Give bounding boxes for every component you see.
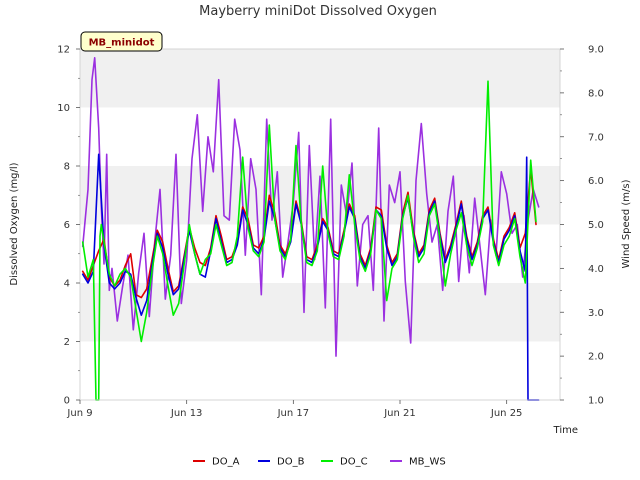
y-axis-left: 0 2 4 6 8 10 12 <box>57 45 80 407</box>
y-axis-right: 1.0 2.0 3.0 4.0 5.0 6.0 7.0 8.0 9.0 <box>560 45 604 407</box>
chart-title: Mayberry miniDot Dissolved Oxygen <box>199 4 437 19</box>
x-axis: Jun 9 Jun 13 Jun 17 Jun 21 Jun 25 <box>66 400 522 419</box>
background-band-0 <box>80 283 560 342</box>
legend-label: DO_C <box>340 457 368 468</box>
series-line-do-c <box>81 80 537 401</box>
x-tick-label: Jun 9 <box>66 408 92 419</box>
legend-label: DO_A <box>212 457 240 468</box>
x-tick-label: Jun 13 <box>170 408 203 419</box>
y-tick-label-left: 12 <box>57 45 70 56</box>
x-tick-label: Jun 21 <box>383 408 416 419</box>
series-layer <box>81 56 540 401</box>
y-tick-label-left: 10 <box>57 103 70 114</box>
y-tick-label-right: 6.0 <box>588 176 604 187</box>
y-tick-label-right: 2.0 <box>588 352 604 363</box>
y-tick-label-right: 9.0 <box>588 45 604 56</box>
y-tick-label-right: 8.0 <box>588 88 604 99</box>
y-tick-label-right: 7.0 <box>588 132 604 143</box>
y-tick-label-right: 1.0 <box>588 396 604 407</box>
legend-label: MB_WS <box>409 457 446 468</box>
background-band-2 <box>80 49 560 108</box>
y-tick-label-left: 2 <box>64 337 70 348</box>
x-axis-label: Time <box>553 425 578 436</box>
station-badge-box <box>80 31 163 52</box>
station-badge-label: MB_minidot <box>89 38 155 49</box>
y-tick-label-left: 8 <box>64 162 70 173</box>
y-axis-label-left: Dissolved Oxygen (mg/l) <box>9 162 20 285</box>
y-tick-label-left: 6 <box>64 220 70 231</box>
y-tick-label-right: 3.0 <box>588 308 604 319</box>
legend-label: DO_B <box>277 457 305 468</box>
y-tick-label-right: 5.0 <box>588 220 604 231</box>
x-tick-label: Jun 25 <box>490 408 523 419</box>
legend: DO_A DO_B DO_C MB_WS <box>193 457 446 468</box>
y-axis-label-right: Wind Speed (m/s) <box>621 179 632 268</box>
y-tick-label-left: 4 <box>64 279 70 290</box>
y-tick-label-left: 0 <box>64 396 70 407</box>
series-line-do-b <box>81 153 540 401</box>
station-badge: MB_minidot <box>80 31 163 52</box>
y-tick-label-right: 4.0 <box>588 264 604 275</box>
x-tick-label: Jun 17 <box>277 408 310 419</box>
